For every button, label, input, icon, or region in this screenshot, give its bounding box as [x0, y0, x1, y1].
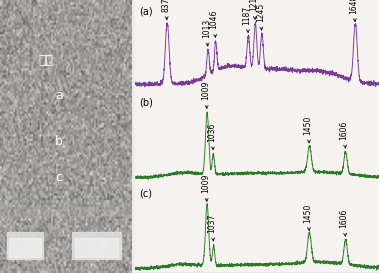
Text: 1606: 1606	[340, 121, 348, 148]
Bar	[72, 232, 121, 259]
Text: 1187: 1187	[242, 5, 251, 32]
Text: 1046: 1046	[210, 10, 219, 37]
Text: a: a	[55, 89, 63, 102]
Text: 837: 837	[161, 0, 170, 20]
Text: 1450: 1450	[303, 203, 312, 230]
Text: 1013: 1013	[202, 19, 211, 46]
Text: (a): (a)	[139, 6, 153, 16]
Text: (c): (c)	[139, 188, 152, 198]
Text: 1245: 1245	[256, 3, 265, 30]
Text: 酸奶: 酸奶	[39, 54, 53, 67]
Text: 1606: 1606	[340, 209, 348, 236]
Text: (b): (b)	[139, 97, 153, 107]
Text: 1009: 1009	[201, 81, 210, 108]
Text: 1009: 1009	[201, 174, 210, 201]
Bar	[9, 238, 41, 257]
Text: 1648: 1648	[349, 0, 358, 22]
Text: 1036: 1036	[207, 122, 216, 150]
Text: c: c	[56, 171, 63, 184]
Bar	[75, 238, 119, 257]
Bar	[0, 206, 132, 216]
Text: 1217: 1217	[249, 0, 258, 19]
Bar	[6, 232, 44, 259]
Text: 1450: 1450	[303, 115, 312, 143]
Text: 1037: 1037	[207, 213, 216, 241]
Text: b: b	[55, 135, 63, 149]
